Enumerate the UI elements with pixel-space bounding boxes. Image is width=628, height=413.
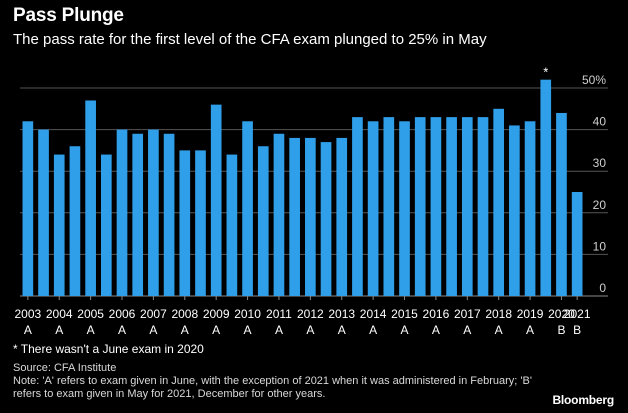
x-tick-label-session: A xyxy=(526,323,534,337)
x-tick-label-session: A xyxy=(244,323,252,337)
bar xyxy=(242,121,253,296)
bar xyxy=(477,117,489,297)
bloomberg-logo: Bloomberg xyxy=(552,393,614,407)
x-tick-label-session: A xyxy=(306,323,314,337)
bar xyxy=(305,137,316,296)
x-tick-label-year: 2016 xyxy=(423,307,450,321)
bar xyxy=(22,121,34,296)
asterisk-footnote: * There wasn't a June exam in 2020 xyxy=(13,342,204,356)
chart-title: Pass Plunge xyxy=(13,5,124,26)
bar xyxy=(556,112,567,297)
x-tick-label-session: A xyxy=(432,323,440,337)
y-tick-label: 40 xyxy=(593,115,607,129)
bar xyxy=(116,129,128,296)
annotations: * xyxy=(543,65,548,80)
x-tick-label-year: 2003 xyxy=(14,307,41,321)
x-tick-label-year: 2014 xyxy=(360,307,387,321)
bars xyxy=(22,79,583,297)
x-tick-label-session: A xyxy=(118,323,126,337)
x-tick-label-session: B xyxy=(557,323,565,337)
x-tick-label-year: 2006 xyxy=(109,307,136,321)
x-tick-label-session: A xyxy=(55,323,63,337)
chart-subtitle: The pass rate for the first level of the… xyxy=(13,31,487,48)
bar-annotation: * xyxy=(543,65,548,80)
x-tick-label-year: 2015 xyxy=(391,307,418,321)
session-note: Note: 'A' refers to exam given in June, … xyxy=(13,375,532,400)
y-tick-label: 20 xyxy=(593,198,607,212)
x-tick-label-year: 2012 xyxy=(297,307,324,321)
bar xyxy=(540,79,552,297)
bar xyxy=(85,100,96,296)
tick-labels: 0 10 20 30 40 50% 2003 A 2004 A 2005 A 2006 A 2007 A 200… xyxy=(14,73,606,337)
x-tick-label-year: 2019 xyxy=(517,307,544,321)
bar xyxy=(430,117,442,297)
x-tick-label-session: A xyxy=(149,323,157,337)
x-tick-label-year: 2020 xyxy=(548,307,575,321)
bar xyxy=(509,125,520,296)
x-tick-label-session: A xyxy=(369,323,377,337)
bar xyxy=(210,104,222,296)
y-tick-label: 50% xyxy=(582,73,606,87)
x-tick-label-session: A xyxy=(275,323,283,337)
bar xyxy=(352,117,363,297)
x-tick-label-session: A xyxy=(181,323,189,337)
bar xyxy=(414,117,426,297)
x-tick-label-session: A xyxy=(495,323,503,337)
x-tick-label-year: 2013 xyxy=(328,307,355,321)
bar xyxy=(320,142,332,296)
bar xyxy=(493,108,505,296)
x-tick-label-year: 2021 xyxy=(564,307,591,321)
bar xyxy=(226,154,238,296)
x-tick-label-session: A xyxy=(338,323,346,337)
x-tick-label-year: 2008 xyxy=(171,307,198,321)
y-tick-label: 10 xyxy=(593,239,607,253)
bar xyxy=(53,154,65,296)
x-tick-label-year: 2004 xyxy=(46,307,73,321)
bar xyxy=(289,137,300,296)
bar xyxy=(100,154,112,296)
y-tick-label: 30 xyxy=(593,156,607,170)
x-tick-label-year: 2009 xyxy=(203,307,230,321)
bar xyxy=(273,133,285,296)
bar xyxy=(148,129,159,296)
bar xyxy=(399,121,410,296)
x-tick-label-year: 2010 xyxy=(234,307,261,321)
x-tick-label-year: 2011 xyxy=(266,307,292,321)
bar xyxy=(446,117,457,297)
x-tick-label-year: 2007 xyxy=(140,307,167,321)
x-tick-label-year: 2017 xyxy=(454,307,481,321)
x-tick-label-session: A xyxy=(401,323,409,337)
bar xyxy=(524,121,536,296)
bar xyxy=(69,146,81,296)
x-tick-label-session: A xyxy=(212,323,220,337)
bar xyxy=(367,121,379,296)
bar xyxy=(195,150,206,296)
bar xyxy=(179,150,191,296)
bar xyxy=(132,133,144,296)
bar xyxy=(571,192,583,296)
x-tick-label-session: B xyxy=(573,323,581,337)
x-tick-label-year: 2018 xyxy=(485,307,512,321)
y-tick-label: 0 xyxy=(599,281,606,295)
bar xyxy=(383,117,395,297)
x-tick-label-year: 2005 xyxy=(77,307,104,321)
x-tick-label-session: A xyxy=(463,323,471,337)
bar-chart: 0 10 20 30 40 50% 2003 A 2004 A 2005 A 2006 A 2007 A 200… xyxy=(14,65,608,337)
bar xyxy=(163,133,175,296)
bar xyxy=(336,137,348,296)
source-note: Source: CFA Institute xyxy=(13,362,117,374)
bar xyxy=(257,146,269,296)
bar xyxy=(461,117,473,297)
x-tick-label-session: A xyxy=(87,323,95,337)
bar xyxy=(38,129,49,296)
x-tick-label-session: A xyxy=(24,323,32,337)
